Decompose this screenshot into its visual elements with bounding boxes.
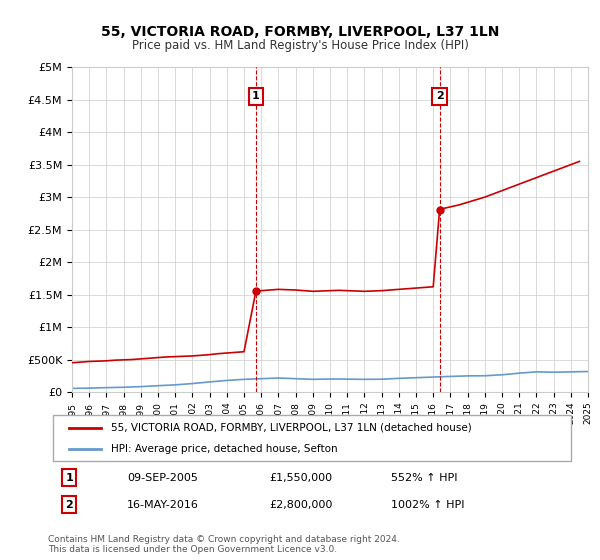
Text: 1002% ↑ HPI: 1002% ↑ HPI	[391, 500, 465, 510]
Text: 55, VICTORIA ROAD, FORMBY, LIVERPOOL, L37 1LN: 55, VICTORIA ROAD, FORMBY, LIVERPOOL, L3…	[101, 25, 499, 39]
Text: 552% ↑ HPI: 552% ↑ HPI	[391, 473, 458, 483]
Text: HPI: Average price, detached house, Sefton: HPI: Average price, detached house, Seft…	[112, 444, 338, 454]
Text: Contains HM Land Registry data © Crown copyright and database right 2024.
This d: Contains HM Land Registry data © Crown c…	[48, 535, 400, 554]
Text: 09-SEP-2005: 09-SEP-2005	[127, 473, 198, 483]
Text: £1,550,000: £1,550,000	[270, 473, 333, 483]
Text: £2,800,000: £2,800,000	[270, 500, 333, 510]
Text: 2: 2	[436, 91, 443, 101]
Text: 16-MAY-2016: 16-MAY-2016	[127, 500, 199, 510]
Text: 55, VICTORIA ROAD, FORMBY, LIVERPOOL, L37 1LN (detached house): 55, VICTORIA ROAD, FORMBY, LIVERPOOL, L3…	[112, 423, 472, 433]
Text: 2: 2	[65, 500, 73, 510]
Text: 1: 1	[65, 473, 73, 483]
Text: Price paid vs. HM Land Registry's House Price Index (HPI): Price paid vs. HM Land Registry's House …	[131, 39, 469, 52]
FancyBboxPatch shape	[53, 416, 571, 461]
Text: 1: 1	[252, 91, 260, 101]
